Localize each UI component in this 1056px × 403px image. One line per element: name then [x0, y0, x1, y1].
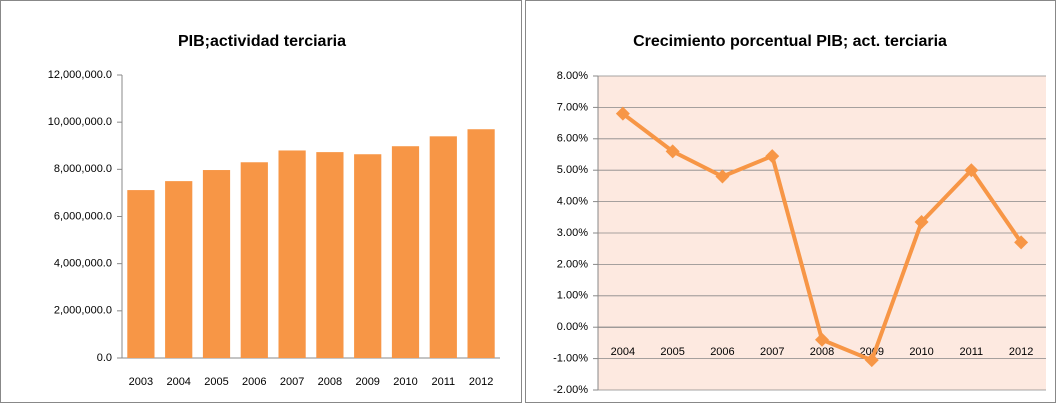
- x-tick-label: 2009: [860, 346, 884, 358]
- y-tick-label: -1.00%: [553, 353, 588, 365]
- marker: [765, 149, 780, 164]
- marker: [815, 332, 829, 347]
- x-tick-label: 2003: [129, 376, 153, 388]
- x-tick-label: 2012: [1009, 346, 1033, 358]
- x-tick-label: 2006: [242, 376, 266, 388]
- x-tick-label: 2009: [355, 376, 379, 388]
- y-tick-label: 5.00%: [557, 164, 588, 176]
- marker: [615, 106, 630, 121]
- bar: [278, 150, 306, 358]
- y-tick-label: 2,000,000.0: [54, 305, 112, 317]
- y-tick-label: 0.0: [97, 352, 112, 364]
- y-tick-label: 8,000,000.0: [54, 163, 112, 175]
- marker: [665, 144, 680, 159]
- bar: [127, 190, 155, 358]
- y-tick-label: 12,000,000.0: [48, 69, 112, 81]
- x-tick-label: 2010: [909, 346, 933, 358]
- x-tick-label: 2011: [431, 376, 455, 388]
- y-tick-label: 4,000,000.0: [54, 258, 112, 270]
- x-tick-label: 2010: [393, 376, 417, 388]
- bar: [316, 152, 344, 358]
- y-tick-label: 2.00%: [557, 258, 588, 270]
- y-tick-label: 8.00%: [557, 70, 588, 82]
- y-tick-label: 3.00%: [557, 227, 588, 239]
- y-tick-label: 6,000,000.0: [54, 210, 112, 222]
- marker: [964, 163, 979, 178]
- x-tick-label: 2004: [166, 376, 190, 388]
- marker: [914, 215, 929, 230]
- bar: [429, 136, 457, 358]
- y-tick-label: 10,000,000.0: [48, 116, 112, 128]
- bar: [202, 170, 231, 358]
- x-tick-label: 2008: [810, 346, 834, 358]
- y-tick-label: 6.00%: [557, 133, 588, 145]
- x-tick-label: 2007: [280, 376, 304, 388]
- y-tick-label: 7.00%: [557, 101, 588, 113]
- y-tick-label: -2.00%: [553, 384, 588, 396]
- x-tick-label: 2004: [611, 346, 635, 358]
- bar: [240, 162, 268, 358]
- x-tick-label: 2011: [960, 346, 984, 358]
- x-tick-label: 2012: [469, 376, 493, 388]
- bar: [354, 154, 382, 358]
- y-tick-label: 1.00%: [557, 290, 588, 302]
- y-tick-label: 4.00%: [557, 196, 588, 208]
- marker: [864, 353, 879, 368]
- x-tick-label: 2006: [710, 346, 734, 358]
- bar: [165, 181, 193, 358]
- x-tick-label: 2008: [318, 376, 342, 388]
- chart-title: Crecimiento porcentual PIB; act. terciar…: [633, 33, 947, 50]
- x-tick-label: 2005: [660, 346, 684, 358]
- marker: [715, 169, 730, 184]
- y-tick-label: 0.00%: [557, 321, 588, 333]
- bar: [391, 146, 420, 358]
- x-tick-label: 2005: [204, 376, 228, 388]
- chart-title: PIB;actividad terciaria: [178, 33, 346, 50]
- x-tick-label: 2007: [760, 346, 784, 358]
- marker: [1014, 235, 1029, 250]
- bar: [467, 129, 495, 358]
